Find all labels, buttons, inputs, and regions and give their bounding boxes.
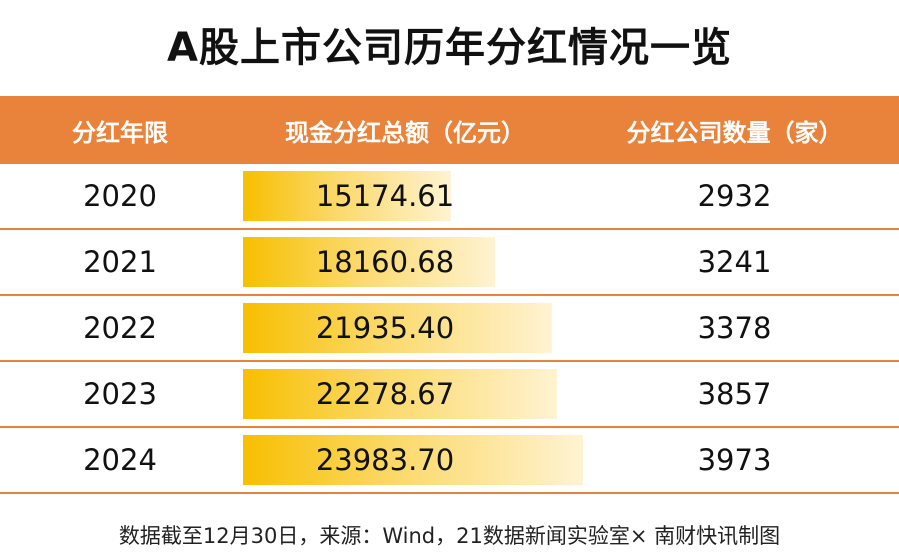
dividend-bar [243,435,583,485]
chart-title: A股上市公司历年分红情况一览 [167,25,732,71]
year-cell: 2020 [83,179,157,213]
dividend-cell: 15174.61 [240,164,570,228]
table-row: 2024 23983.70 3973 [0,428,899,494]
dividend-bar [243,303,552,353]
dividend-table: 分红年限 现金分红总额（亿元） 分红公司数量（家） 2020 15174.61 … [0,96,899,494]
table-row: 2022 21935.40 3378 [0,296,899,362]
year-cell: 2022 [83,311,157,345]
header-cash-dividend: 现金分红总额（亿元） [285,118,525,147]
dividend-value: 18160.68 [315,245,455,279]
dividend-cell: 21935.40 [240,296,570,360]
table-row: 2023 22278.67 3857 [0,362,899,428]
dividend-cell: 18160.68 [240,230,570,294]
dividend-cell: 22278.67 [240,362,570,426]
dividend-cell: 23983.70 [240,428,583,492]
count-cell: 3378 [697,311,772,345]
dividend-value: 22278.67 [315,377,455,411]
count-cell: 3973 [697,443,772,477]
header-company-count: 分红公司数量（家） [626,118,843,147]
dividend-bar [243,237,495,287]
dividend-bar [243,171,451,221]
table-row: 2020 15174.61 2932 [0,164,899,230]
count-cell: 3241 [697,245,772,279]
year-cell: 2023 [83,377,157,411]
dividend-value: 23983.70 [315,443,455,477]
header-year: 分红年限 [72,118,168,147]
count-cell: 3857 [697,377,772,411]
source-note: 数据截至12月30日，来源：Wind，21数据新闻实验室× 南财快讯制图 [118,524,781,548]
dividend-bar [243,369,557,419]
dividend-value: 21935.40 [315,311,455,345]
count-cell: 2932 [697,179,772,213]
year-cell: 2021 [83,245,157,279]
year-cell: 2024 [83,443,157,477]
table-header: 分红年限 现金分红总额（亿元） 分红公司数量（家） [0,96,899,164]
table-row: 2021 18160.68 3241 [0,230,899,296]
dividend-value: 15174.61 [315,179,455,213]
